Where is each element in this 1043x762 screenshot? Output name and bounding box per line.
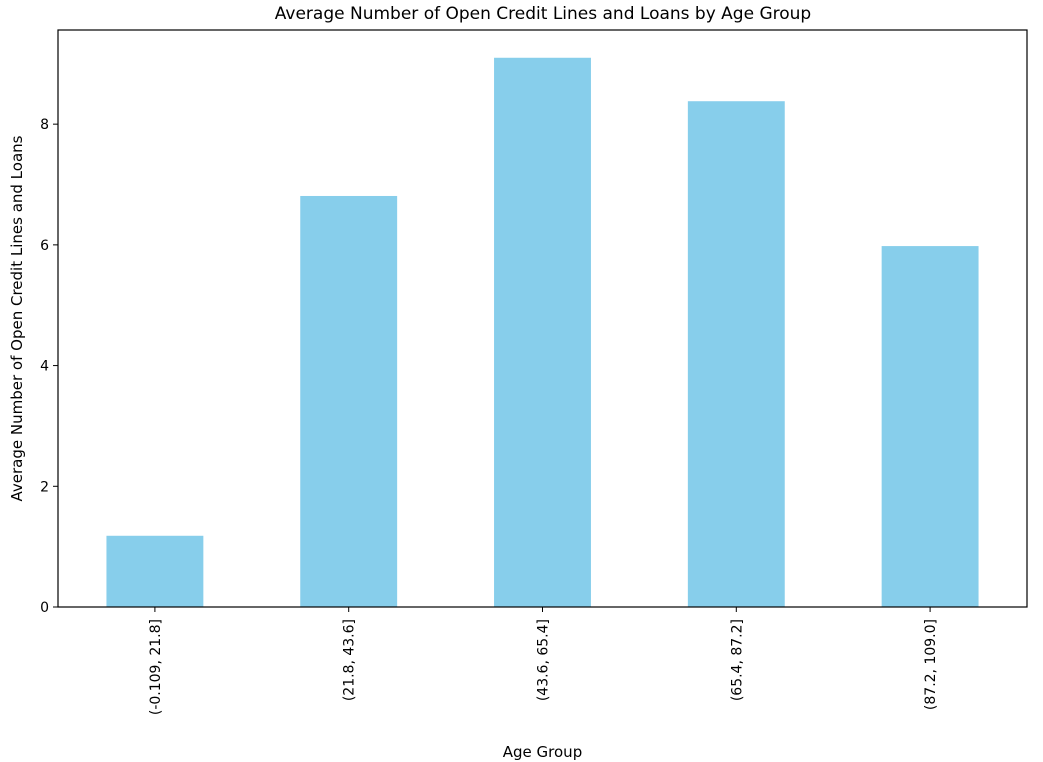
x-tick-label: (43.6, 65.4] <box>536 619 552 701</box>
bar <box>881 246 979 607</box>
x-axis-ticks: (-0.109, 21.8] (21.8, 43.6] (43.6, 65.4] (6… <box>148 607 939 715</box>
y-tick-label: 0 <box>40 600 49 616</box>
y-axis-ticks: 0 2 4 6 8 <box>40 117 58 616</box>
x-tick-label: (65.4, 87.2] <box>729 619 745 701</box>
y-tick-label: 8 <box>40 117 49 133</box>
bar <box>687 101 785 607</box>
plot-frame <box>57 29 1028 608</box>
y-tick-label: 6 <box>40 238 49 254</box>
y-tick-label: 2 <box>40 479 49 495</box>
x-tick-label: (87.2, 109.0] <box>923 619 939 710</box>
x-tick-label: (21.8, 43.6] <box>342 619 358 701</box>
x-axis-label: Age Group <box>503 743 582 761</box>
bar <box>494 57 591 607</box>
y-tick-label: 4 <box>40 359 49 375</box>
bars <box>106 57 979 607</box>
x-tick-label: (-0.109, 21.8] <box>148 619 164 715</box>
y-axis-label: Average Number of Open Credit Lines and … <box>8 135 26 501</box>
bar <box>300 195 398 607</box>
bar <box>106 535 204 607</box>
chart-title: Average Number of Open Credit Lines and … <box>275 4 811 24</box>
